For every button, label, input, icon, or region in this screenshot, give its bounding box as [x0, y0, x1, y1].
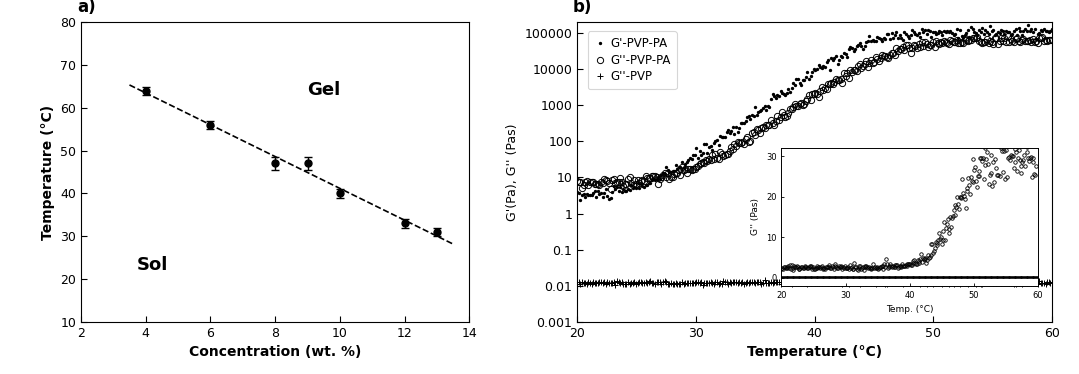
X-axis label: Temperature (°C): Temperature (°C) [747, 345, 883, 359]
G''-PVP [974, 281, 987, 286]
G''-PVP [571, 282, 584, 286]
G''-PVP [864, 281, 877, 285]
G'-PVP-PA [855, 44, 868, 48]
Line: G'-PVP-PA: G'-PVP-PA [575, 23, 1054, 202]
G''-PVP [857, 280, 870, 285]
G''-PVP-PA [1001, 33, 1014, 38]
G'-PVP-PA [863, 34, 876, 38]
G'-PVP-PA [571, 190, 584, 194]
X-axis label: Concentration (wt. %): Concentration (wt. %) [189, 345, 361, 359]
G''-PVP-PA [1005, 37, 1017, 42]
G''-PVP-PA [972, 39, 985, 43]
G'-PVP-PA [1002, 30, 1015, 34]
Legend: G'-PVP-PA, G''-PVP-PA, G''-PVP: G'-PVP-PA, G''-PVP-PA, G''-PVP [588, 31, 677, 89]
G''-PVP-PA [853, 61, 866, 66]
G''-PVP [759, 278, 771, 283]
G'-PVP-PA [1046, 27, 1058, 32]
G''-PVP-PA [855, 65, 868, 70]
Y-axis label: G'(Pa), G'' (Pas): G'(Pa), G'' (Pas) [506, 123, 519, 221]
G'-PVP-PA [574, 197, 587, 202]
G''-PVP-PA [863, 61, 876, 65]
G''-PVP [1046, 280, 1058, 284]
G''-PVP-PA [571, 179, 584, 183]
Line: G''-PVP-PA: G''-PVP-PA [574, 33, 1055, 192]
G''-PVP [609, 283, 622, 287]
Line: G''-PVP: G''-PVP [574, 278, 1055, 288]
Text: b): b) [573, 0, 592, 16]
G''-PVP-PA [604, 187, 617, 191]
G'-PVP-PA [572, 191, 585, 196]
G''-PVP [572, 279, 585, 284]
Text: a): a) [77, 0, 96, 16]
G''-PVP [1005, 281, 1017, 285]
G''-PVP-PA [572, 180, 585, 185]
G''-PVP-PA [1046, 38, 1058, 43]
Text: Sol: Sol [136, 256, 168, 275]
G'-PVP-PA [972, 28, 985, 33]
Text: Gel: Gel [308, 81, 340, 99]
G'-PVP-PA [1022, 23, 1035, 28]
Y-axis label: Temperature (°C): Temperature (°C) [41, 104, 55, 240]
G''-PVP [855, 279, 868, 284]
G'-PVP-PA [853, 41, 866, 45]
